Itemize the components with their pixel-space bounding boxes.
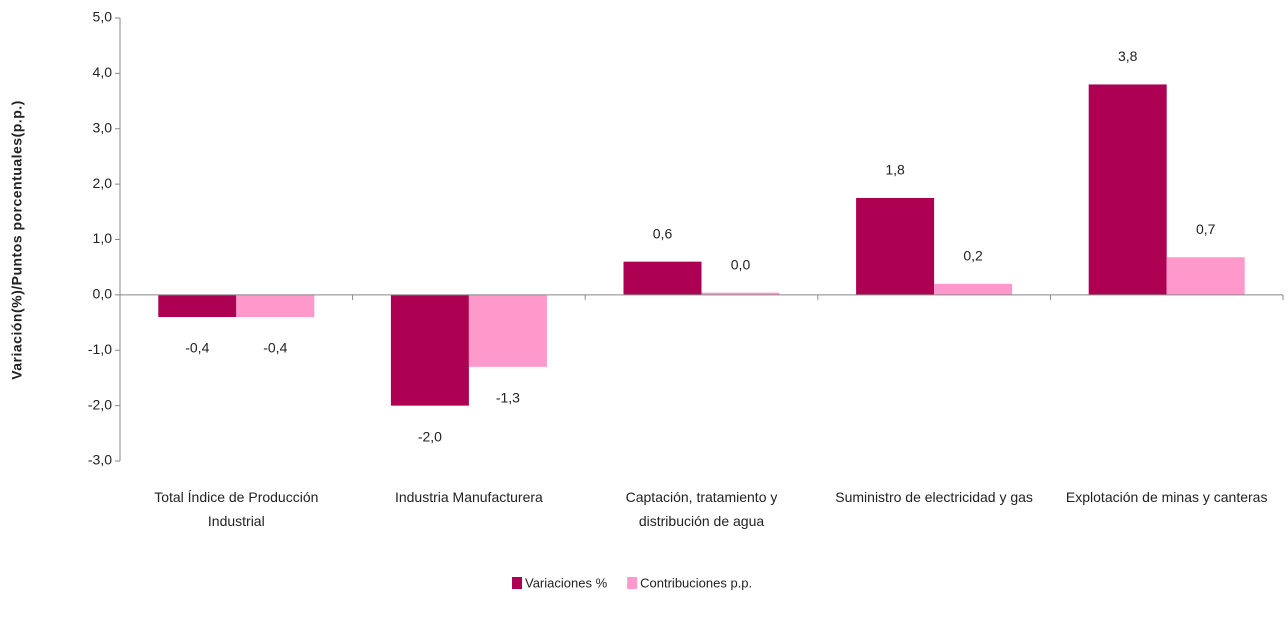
legend-label: Contribuciones p.p. <box>640 575 752 590</box>
bar <box>623 261 702 295</box>
y-tick-label: -3,0 <box>88 452 112 468</box>
value-label: 0,7 <box>1196 221 1216 237</box>
value-label: 1,8 <box>885 162 905 178</box>
value-label: -0,4 <box>185 340 209 356</box>
x-tick-label: Suministro de electricidad y gas <box>835 489 1033 505</box>
x-tick-label: Explotación de minas y canteras <box>1065 489 1268 505</box>
bar <box>236 294 315 318</box>
value-label: -0,4 <box>263 340 287 356</box>
bar <box>468 294 547 367</box>
y-tick-label: 2,0 <box>93 175 113 191</box>
bar <box>1166 257 1245 295</box>
value-label: -1,3 <box>496 390 520 406</box>
bar <box>934 283 1013 295</box>
bar <box>158 294 237 318</box>
y-tick-label: 0,0 <box>93 286 113 302</box>
y-tick-label: 3,0 <box>93 119 113 135</box>
legend-label: Variaciones % <box>525 575 608 590</box>
bar <box>390 294 469 406</box>
legend-swatch <box>512 577 522 589</box>
value-label: 0,0 <box>731 256 751 272</box>
x-tick-label: Industria Manufacturera <box>394 489 543 505</box>
value-label: 0,2 <box>963 248 983 264</box>
y-tick-label: 1,0 <box>93 230 113 246</box>
y-tick-label: -1,0 <box>88 341 112 357</box>
y-tick-label: 5,0 <box>93 9 113 25</box>
bar <box>1088 84 1167 295</box>
value-label: 3,8 <box>1118 48 1138 64</box>
y-tick-label: -2,0 <box>88 396 112 412</box>
value-label: -2,0 <box>418 428 442 444</box>
legend-swatch <box>627 577 638 589</box>
bar <box>856 197 935 295</box>
bar <box>701 292 780 295</box>
x-tick-label: Total Índice de Producción Industrial <box>154 489 319 529</box>
value-label: 0,6 <box>653 225 673 241</box>
y-tick-label: 4,0 <box>93 64 113 80</box>
x-tick-label: Captación, tratamiento y distribución de… <box>625 489 778 529</box>
y-axis-label: Variación(%)/Puntos porcentuales(p.p.) <box>9 100 25 380</box>
